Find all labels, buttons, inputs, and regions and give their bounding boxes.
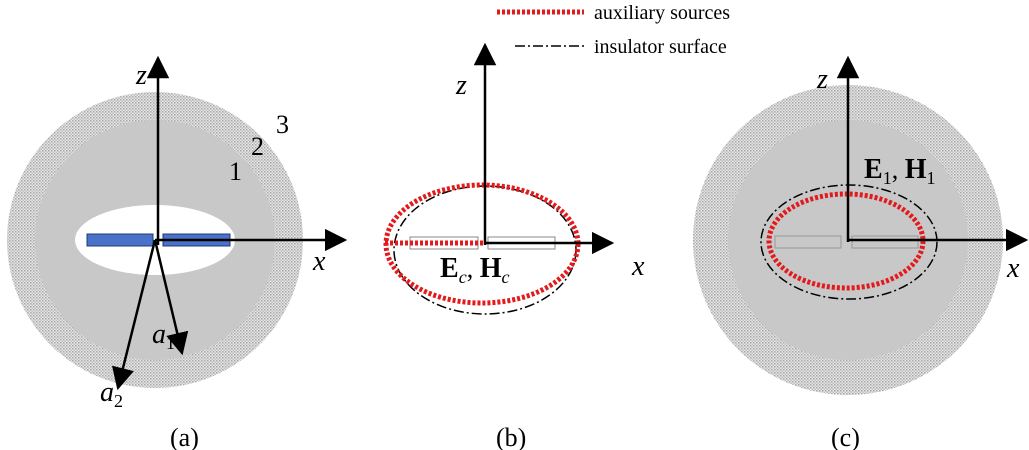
label-part: c bbox=[459, 267, 467, 287]
panel-a: z x 1 2 3 a1 a2 (a) bbox=[7, 58, 345, 450]
axis-label: z bbox=[816, 64, 828, 95]
label-part: 2 bbox=[114, 391, 123, 411]
region-label: 3 bbox=[276, 110, 289, 139]
label-part: , bbox=[892, 155, 905, 184]
field-label: E1, H1 bbox=[864, 154, 935, 188]
legend: auxiliary sources insulator surface bbox=[497, 2, 730, 58]
legend-label: auxiliary sources bbox=[594, 2, 730, 24]
label-part: 1 bbox=[883, 168, 892, 188]
region-label: 1 bbox=[229, 157, 242, 186]
label-part: H bbox=[905, 154, 927, 185]
axis-label: x bbox=[312, 246, 326, 277]
region-label: 2 bbox=[251, 132, 264, 161]
label-part: a bbox=[100, 377, 114, 408]
label-part: H bbox=[480, 253, 502, 284]
antenna-arm bbox=[87, 234, 153, 246]
panel-caption: (a) bbox=[170, 423, 199, 450]
panel-c: z x E1, H1 (c) bbox=[693, 58, 1026, 450]
label-part: 1 bbox=[166, 333, 175, 353]
axis-label: z bbox=[135, 60, 147, 91]
label-part: E bbox=[864, 154, 883, 185]
diagram: auxiliary sources insulator surface z x … bbox=[0, 0, 1029, 450]
label-part: , bbox=[467, 254, 480, 283]
panel-caption: (b) bbox=[496, 423, 526, 450]
field-label: Ec, Hc bbox=[440, 253, 509, 287]
panel-b: z x Ec, Hc (b) bbox=[385, 45, 645, 450]
axis-label: z bbox=[455, 70, 467, 101]
panel-caption: (c) bbox=[831, 423, 860, 450]
legend-label: insulator surface bbox=[594, 36, 727, 58]
label-part: c bbox=[501, 267, 509, 287]
label-part: E bbox=[440, 253, 459, 284]
axis-label: x bbox=[631, 251, 645, 282]
label-part: a bbox=[152, 319, 166, 350]
label-part: 1 bbox=[926, 168, 935, 188]
axis-label: x bbox=[1006, 253, 1020, 284]
